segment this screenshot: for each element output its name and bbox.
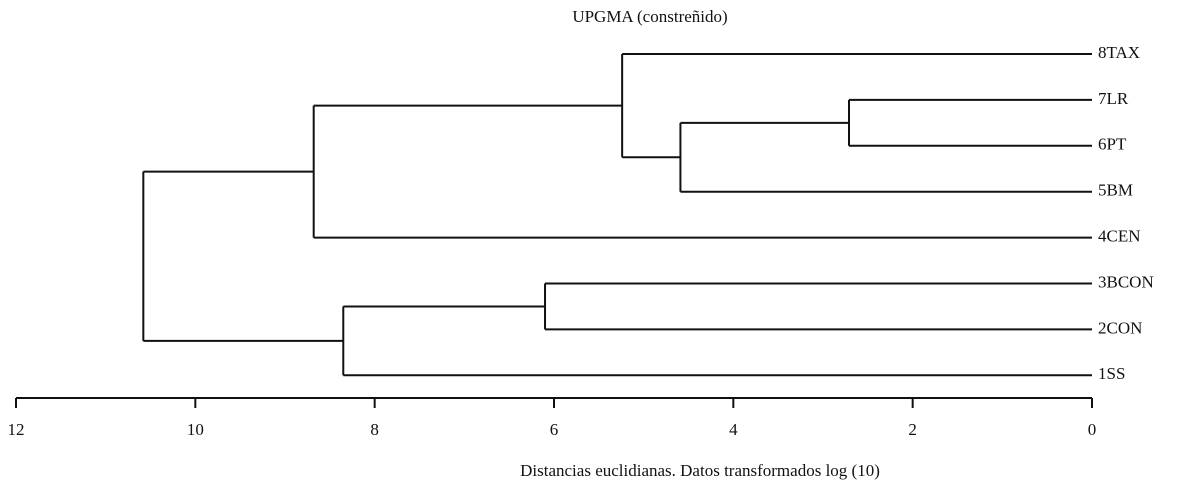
x-axis-label: Distancias euclidianas. Datos transforma… bbox=[520, 461, 880, 480]
chart-title: UPGMA (constreñido) bbox=[572, 7, 727, 26]
leaf-label: 6PT bbox=[1098, 135, 1127, 154]
leaf-label: 2CON bbox=[1098, 318, 1142, 337]
leaf-label: 7LR bbox=[1098, 89, 1129, 108]
x-tick-label: 10 bbox=[187, 420, 204, 439]
leaf-label: 1SS bbox=[1098, 364, 1125, 383]
leaf-label: 4CEN bbox=[1098, 227, 1141, 246]
x-tick-label: 8 bbox=[370, 420, 379, 439]
x-tick-label: 12 bbox=[8, 420, 25, 439]
leaf-label: 8TAX bbox=[1098, 43, 1140, 62]
x-tick-label: 4 bbox=[729, 420, 738, 439]
x-tick-label: 6 bbox=[550, 420, 559, 439]
x-tick-label: 0 bbox=[1088, 420, 1097, 439]
x-tick-label: 2 bbox=[908, 420, 917, 439]
leaf-label: 3BCON bbox=[1098, 272, 1154, 291]
leaf-label: 5BM bbox=[1098, 181, 1133, 200]
